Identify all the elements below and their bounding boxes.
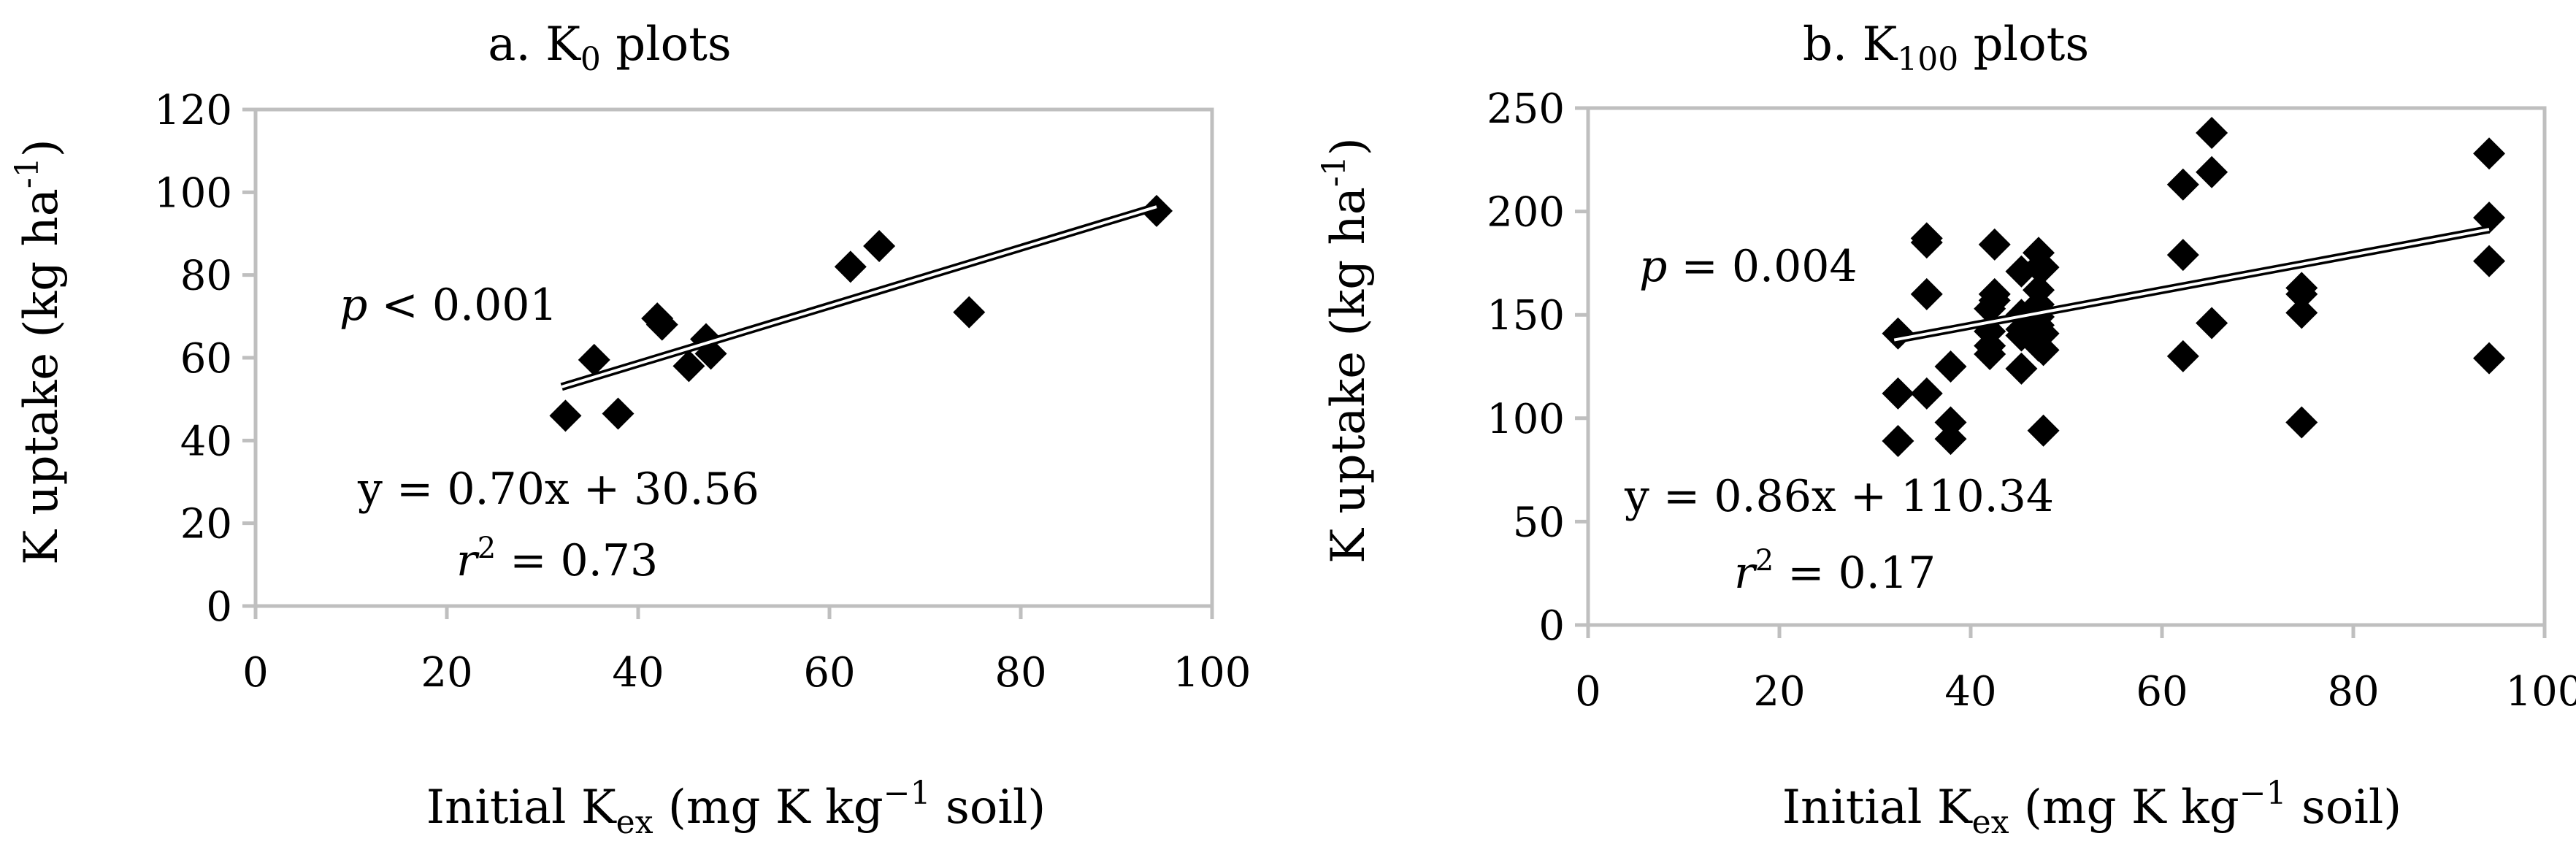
x-axis-title: Initial Kex (mg K kg−1 soil) [1782, 775, 2402, 841]
data-point [2285, 406, 2318, 439]
data-point [2196, 156, 2228, 188]
data-point [645, 308, 678, 341]
data-point [863, 230, 896, 262]
y-tick-label: 120 [154, 87, 232, 134]
data-point [602, 397, 635, 430]
p-value-annotation: p = 0.004 [1639, 241, 1858, 292]
x-tick-label: 40 [612, 649, 664, 697]
x-axis-title: Initial Kex (mg K kg−1 soil) [426, 775, 1046, 841]
data-point [2285, 277, 2318, 310]
data-point [953, 296, 986, 329]
data-point [2285, 296, 2318, 329]
data-point [1978, 228, 2011, 261]
data-point [1882, 377, 1914, 410]
data-point [2473, 137, 2506, 170]
y-tick-label: 50 [1513, 499, 1565, 546]
data-point [1974, 338, 2006, 371]
data-point [2473, 342, 2506, 375]
y-tick-label: 150 [1487, 292, 1565, 340]
data-point [2027, 251, 2060, 284]
trendline-inner [1893, 228, 2490, 342]
x-tick-label: 60 [2136, 668, 2188, 716]
data-point [2027, 334, 2060, 367]
data-point [834, 250, 867, 283]
x-tick-label: 100 [1173, 649, 1251, 697]
y-tick-label: 60 [180, 335, 232, 383]
panel-a: a. K0 plots K uptake (kg ha-1) Initial K… [9, 18, 1251, 841]
x-tick-label: 20 [1753, 668, 1805, 716]
y-tick-label: 100 [1487, 396, 1565, 443]
y-tick-label: 250 [1487, 85, 1565, 133]
data-point [2027, 317, 2060, 350]
data-point [2196, 116, 2228, 149]
y-tick-label: 100 [154, 169, 232, 217]
data-point [1910, 377, 1943, 410]
data-point [2166, 168, 2199, 201]
data-point [1910, 226, 1943, 259]
y-tick-label: 0 [206, 583, 232, 631]
data-point [2027, 414, 2060, 447]
x-tick-label: 20 [421, 649, 472, 697]
x-tick-label: 0 [1575, 668, 1601, 716]
r-squared-annotation: r2 = 0.73 [456, 532, 658, 586]
x-tick-label: 40 [1944, 668, 1996, 716]
data-point [549, 399, 582, 432]
x-tick-label: 80 [2327, 668, 2379, 716]
y-tick-label: 20 [180, 501, 232, 548]
y-axis-title: K uptake (kg ha-1) [1316, 137, 1376, 564]
chart-title: b. K100 plots [1803, 18, 2089, 78]
data-point [1910, 277, 1943, 310]
trendline-inner [561, 205, 1157, 388]
data-point [1978, 284, 2011, 317]
x-tick-label: 60 [803, 649, 855, 697]
data-point [2166, 239, 2199, 272]
y-tick-label: 40 [180, 418, 232, 465]
plot-area-border [253, 107, 1214, 608]
regression-equation: y = 0.70x + 30.56 [357, 464, 759, 515]
data-point [1934, 350, 1967, 383]
y-tick-label: 80 [180, 253, 232, 300]
x-tick-label: 80 [994, 649, 1046, 697]
x-tick-label: 100 [2506, 668, 2576, 716]
regression-equation: y = 0.86x + 110.34 [1624, 471, 2054, 522]
y-tick-label: 0 [1538, 602, 1565, 650]
data-point [2473, 245, 2506, 277]
r-squared-annotation: r2 = 0.17 [1734, 544, 1936, 599]
y-axis-title: K uptake (kg ha-1) [9, 139, 69, 565]
data-point [672, 350, 705, 383]
data-point [2473, 202, 2506, 234]
data-point [2166, 340, 2199, 372]
x-tick-label: 0 [242, 649, 269, 697]
data-point [1934, 423, 1967, 456]
y-tick-label: 200 [1487, 189, 1565, 237]
data-point [1882, 424, 1914, 457]
data-point [2196, 307, 2228, 340]
chart-title: a. K0 plots [488, 18, 732, 78]
data-point [1934, 406, 1967, 439]
p-value-annotation: p < 0.001 [340, 280, 558, 331]
panel-b: b. K100 plots K uptake (kg ha-1) Initial… [1316, 18, 2576, 841]
data-point [578, 343, 610, 376]
data-point [2005, 352, 2038, 385]
plot-area-border [1586, 106, 2547, 627]
